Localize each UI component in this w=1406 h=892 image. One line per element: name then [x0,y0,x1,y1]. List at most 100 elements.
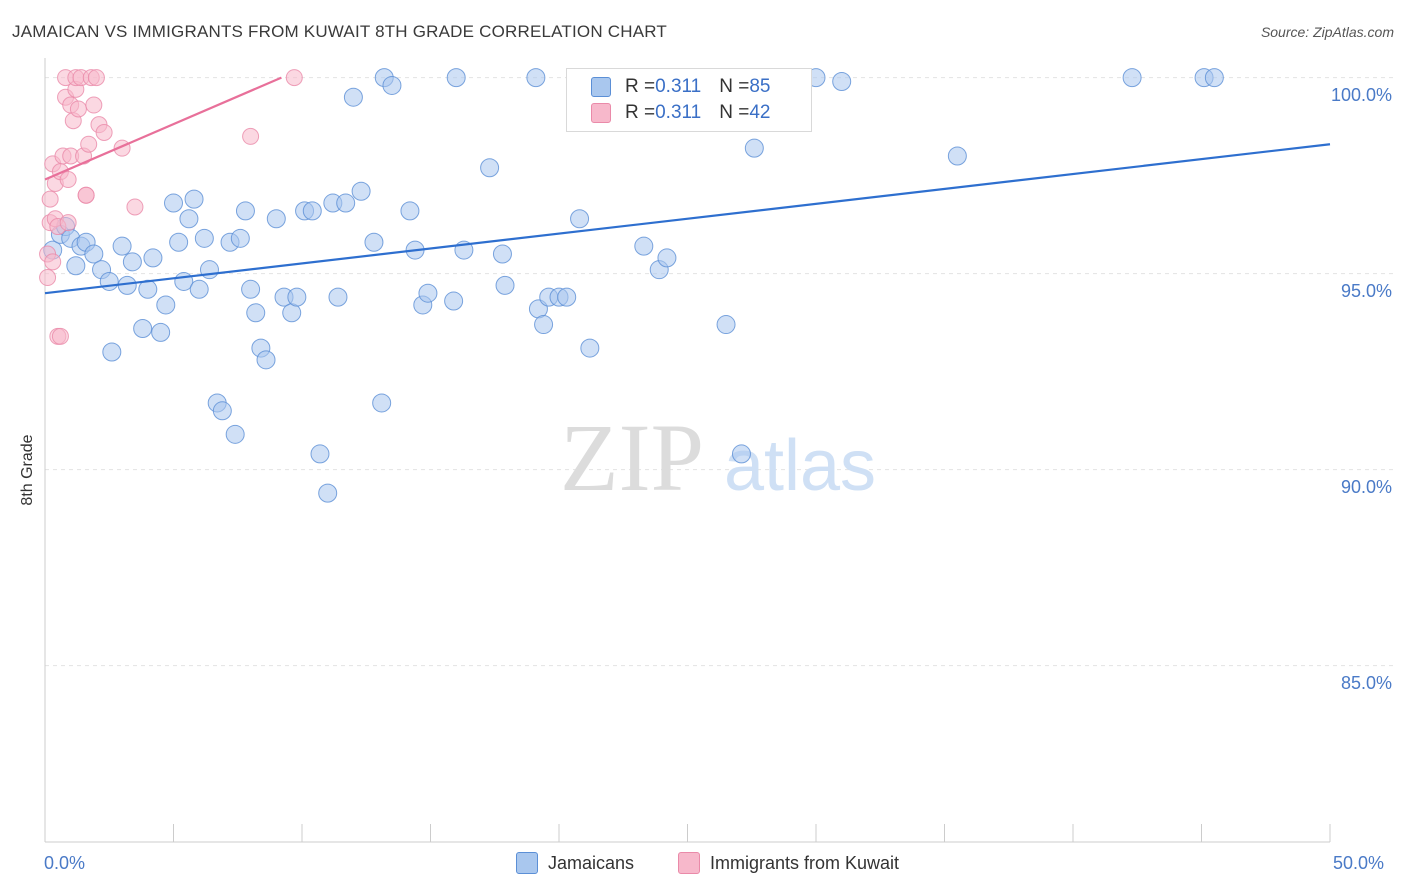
x-tick-max: 50.0% [1333,853,1385,873]
kuwait-point [85,96,103,114]
jamaicans-point [246,303,266,323]
y-tick-label: 100.0% [1330,84,1392,105]
legend-r-value: 0.311 [655,102,702,123]
jamaicans-point [164,193,183,213]
stats-legend: R = 0.311 N = 85 R = 0.311 N = 42 [566,68,812,132]
jamaicans-point [302,201,322,221]
jamaicans-point [194,228,214,248]
kuwait-point [69,100,87,118]
kuwait-point [285,69,303,87]
legend-swatch-pink [591,103,611,123]
y-axis-label: 8th Grade [19,434,36,506]
jamaicans-point [336,193,356,213]
jamaicans-point [122,252,142,272]
jamaicans-point [328,287,348,307]
jamaicans-point [634,236,654,256]
legend-n-label: N = [719,102,750,123]
chart-title: JAMAICAN VS IMMIGRANTS FROM KUWAIT 8TH G… [12,22,667,41]
jamaicans-point [66,256,86,276]
jamaicans-point [1122,68,1142,88]
kuwait-point [59,171,77,189]
kuwait-point [77,186,95,204]
jamaicans-point [444,291,464,311]
y-tick-label: 95.0% [1340,280,1392,301]
legend-row-jamaicans: R = 0.311 N = 85 [591,75,771,99]
legend-r-label: R = [625,76,656,97]
grid-lines [45,77,1395,667]
jamaicans-point [557,287,577,307]
jamaicans-point [947,146,967,166]
kuwait-point [44,253,62,271]
jamaicans-point [225,424,245,444]
jamaicans-point [351,181,371,201]
watermark: ZIP atlas [560,404,876,511]
legend-n-label: N = [719,76,750,97]
legend-swatch-kuwait [678,852,700,874]
kuwait-point [80,135,98,153]
jamaicans-point [199,260,219,280]
jamaicans-point [492,244,512,264]
jamaicans-point [112,236,132,256]
x-tick-min: 0.0% [44,853,86,873]
jamaicans-point [526,68,546,88]
jamaicans-point [310,444,330,464]
jamaicans-point [480,158,500,178]
kuwait-point [39,269,57,287]
jamaicans-point [102,342,122,362]
jamaicans-point [133,318,153,338]
jamaicans-point [731,444,751,464]
jamaicans-point [235,201,255,221]
jamaicans-point [230,228,250,248]
watermark-atlas: atlas [724,426,876,506]
bottom-legend-jamaicans[interactable]: Jamaicans [516,852,634,874]
jamaicans-point [343,87,363,107]
watermark-zip: ZIP [560,404,704,511]
jamaicans-point [169,232,189,252]
jamaicans-point [832,72,852,92]
jamaicans-point [364,232,384,252]
kuwait-point [126,198,144,216]
jamaicans-point [716,315,736,335]
jamaicans-point [212,401,232,421]
jamaicans-point [151,322,171,342]
legend-n-value: 42 [749,102,771,123]
trend-lines [44,76,1331,295]
jamaicans-point [179,209,199,229]
legend-swatch-jamaicans [516,852,538,874]
legend-row-kuwait: R = 0.311 N = 42 [591,101,771,125]
y-tick-label: 85.0% [1340,672,1392,693]
axes [44,58,1331,843]
jamaicans-point [418,283,438,303]
jamaicans-point [143,248,163,268]
kuwait-point [87,69,105,87]
kuwait-point [59,214,77,232]
jamaicans-trend-line [44,143,1331,295]
jamaicans-point [495,275,515,295]
legend-swatch-blue [591,77,611,97]
jamaicans-point [256,350,276,370]
bottom-legend-kuwait[interactable]: Immigrants from Kuwait [678,852,899,874]
jamaicans-point [570,209,590,229]
source-credit: Source: ZipAtlas.com [1260,24,1394,40]
jamaicans-point [184,189,204,209]
kuwait-point [41,190,59,208]
jamaicans-point [84,244,104,264]
jamaicans-point [744,138,764,158]
jamaicans-point [580,338,600,358]
kuwait-trend-line [44,76,282,181]
kuwait-point [95,123,113,141]
jamaicans-point [99,271,119,291]
legend-r-value: 0.311 [655,76,702,97]
jamaicans-point [400,201,420,221]
jamaicans-point [318,483,338,503]
kuwait-point [51,327,69,345]
jamaicans-point [657,248,677,268]
jamaicans-point [382,75,402,95]
legend-label-kuwait: Immigrants from Kuwait [710,852,900,873]
legend-label-jamaicans: Jamaicans [548,852,635,873]
kuwait-point [242,127,260,145]
y-tick-label: 90.0% [1340,476,1392,497]
jamaicans-point [1204,68,1224,88]
jamaicans-point [446,68,466,88]
